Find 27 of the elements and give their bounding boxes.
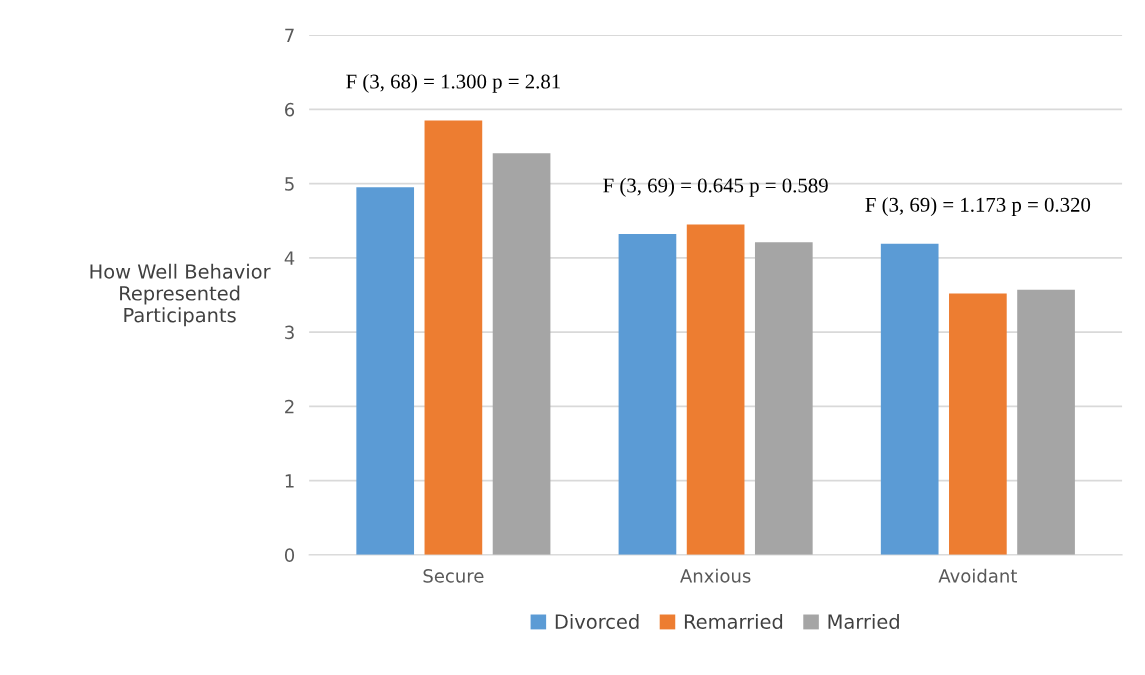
annotation: F (3, 68) = 1.300 p = 2.81: [346, 73, 560, 93]
y-tick-label: 6: [285, 102, 295, 117]
y-tick-label: 4: [284, 251, 295, 265]
legend-label: Divorced: [555, 613, 639, 629]
annotation: F (3, 69) = 1.173 p = 0.320: [865, 197, 1091, 217]
bar: [618, 234, 677, 555]
bar: [492, 153, 551, 555]
bar: [1017, 289, 1075, 555]
bar: [949, 293, 1007, 555]
y-tick-label: 7: [285, 28, 294, 42]
y-tick-label: 3: [285, 325, 294, 340]
y-tick-label: 0: [284, 548, 295, 562]
y-tick-label: 5: [285, 177, 294, 191]
bar: [356, 187, 415, 555]
bar: [880, 243, 939, 555]
legend-label: Remarried: [684, 613, 783, 629]
bar: [754, 242, 813, 555]
legend-label: Married: [828, 613, 899, 629]
annotation: F (3, 69) = 0.645 p = 0.589: [603, 177, 828, 197]
bar: [424, 120, 483, 555]
bar: [686, 224, 745, 555]
y-tick-label: 2: [285, 399, 294, 414]
x-tick-label: Secure: [423, 569, 484, 583]
y-tick-label: 1: [285, 474, 294, 488]
x-tick-label: Avoidant: [938, 568, 1017, 583]
x-tick-label: Anxious: [680, 568, 751, 583]
y-axis-title: How Well Behavior Represented Participants: [90, 263, 271, 327]
